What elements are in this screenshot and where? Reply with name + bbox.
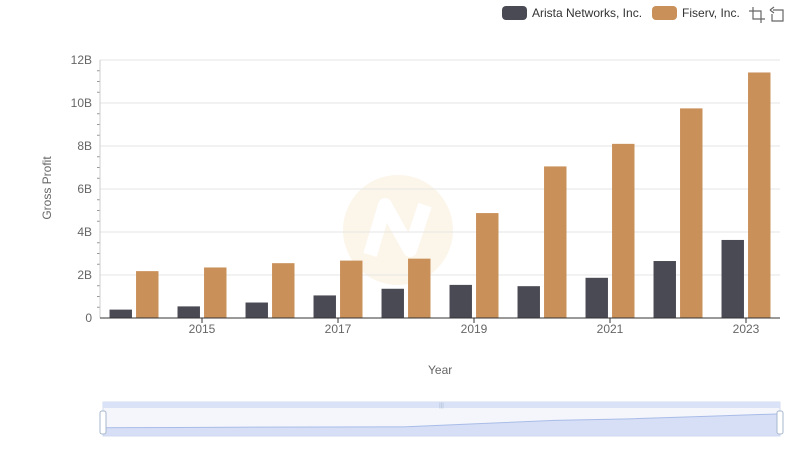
y-tick-label: 10B <box>71 96 92 110</box>
x-axis-title: Year <box>428 363 453 377</box>
bar-fiserv-2020[interactable] <box>544 166 567 318</box>
datazoom-grip: ||| <box>439 403 444 409</box>
bar-fiserv-2021[interactable] <box>612 143 635 318</box>
legend-item-fiserv[interactable]: Fiserv, Inc. <box>652 6 740 20</box>
bar-fiserv-2015[interactable] <box>204 267 227 318</box>
y-tick-label: 6B <box>77 182 92 196</box>
grid-lines <box>100 59 780 319</box>
y-axis-ticks: 0 2B 4B 6B 8B 10B 12B <box>71 53 101 325</box>
legend: Arista Networks, Inc. Fiserv, Inc. <box>502 4 750 22</box>
legend-label-fiserv: Fiserv, Inc. <box>682 6 740 20</box>
bar-fiserv-2023[interactable] <box>748 72 771 318</box>
y-tick-label: 8B <box>77 139 92 153</box>
bar-fiserv-2016[interactable] <box>272 263 295 318</box>
datazoom-handle-left[interactable] <box>99 410 107 435</box>
x-tick-label: 2017 <box>325 322 352 336</box>
bar-arista-2020[interactable] <box>517 286 540 318</box>
bar-arista-2017[interactable] <box>313 295 336 318</box>
x-tick-label: 2021 <box>597 322 624 336</box>
bar-arista-2023[interactable] <box>721 239 744 318</box>
bar-fiserv-2022[interactable] <box>680 108 703 318</box>
legend-swatch-arista <box>502 6 527 20</box>
datazoom-preview-line <box>102 413 781 429</box>
legend-label-arista: Arista Networks, Inc. <box>532 6 643 20</box>
bar-fiserv-2018[interactable] <box>408 258 431 318</box>
bar-arista-2015[interactable] <box>177 306 200 318</box>
legend-item-arista[interactable]: Arista Networks, Inc. <box>502 6 642 20</box>
x-tick-label: 2015 <box>189 322 216 336</box>
data-zoom-slider[interactable]: ||| <box>99 401 784 437</box>
bars <box>109 72 771 318</box>
datazoom-top-bar <box>103 402 780 408</box>
datazoom-handle-right[interactable] <box>776 410 784 435</box>
bar-arista-2019[interactable] <box>449 284 472 318</box>
x-axis: 2015 2017 2019 2021 2023 <box>100 317 780 336</box>
x-tick-label: 2023 <box>733 322 760 336</box>
bar-fiserv-2019[interactable] <box>476 213 499 318</box>
watermark-logo <box>343 175 453 285</box>
bar-fiserv-2014[interactable] <box>136 271 159 318</box>
y-tick-label: 12B <box>71 53 92 67</box>
bar-arista-2016[interactable] <box>245 302 268 318</box>
y-tick-label: 4B <box>77 225 92 239</box>
bar-arista-2022[interactable] <box>653 261 676 318</box>
legend-swatch-fiserv <box>652 6 678 20</box>
y-tick-label: 0 <box>85 311 92 325</box>
bar-arista-2018[interactable] <box>381 288 404 318</box>
bar-arista-2014[interactable] <box>109 309 132 318</box>
bar-arista-2021[interactable] <box>585 277 608 318</box>
x-tick-label: 2019 <box>461 322 488 336</box>
bar-fiserv-2017[interactable] <box>340 260 363 318</box>
restore-icon[interactable] <box>768 6 786 24</box>
zoom-icon[interactable] <box>748 6 766 24</box>
y-axis-title: Gross Profit <box>40 156 54 220</box>
y-tick-label: 2B <box>77 268 92 282</box>
toolbox <box>746 6 786 24</box>
